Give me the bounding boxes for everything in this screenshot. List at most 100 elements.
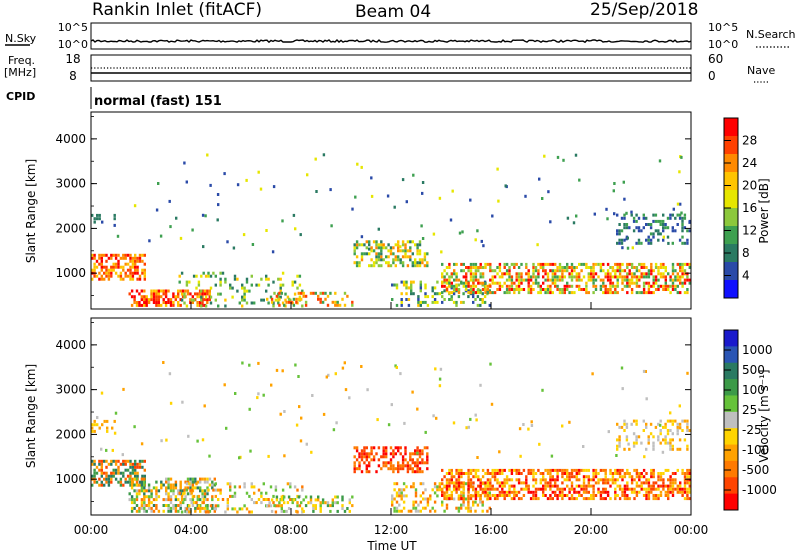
colorbar-tick: 20 bbox=[742, 179, 757, 193]
echo-cell bbox=[412, 292, 415, 296]
echo-cell bbox=[496, 167, 499, 171]
echo-cell bbox=[469, 478, 473, 482]
echo-cell bbox=[257, 170, 260, 174]
echo-cell bbox=[570, 494, 574, 497]
echo-cell bbox=[453, 475, 456, 479]
cpid-value: normal (fast) 151 bbox=[94, 94, 222, 109]
echo-cell bbox=[353, 464, 356, 468]
echo-cell bbox=[188, 510, 191, 514]
echo-cell bbox=[491, 487, 494, 491]
echo-cell bbox=[679, 262, 682, 266]
echo-cell bbox=[196, 301, 199, 304]
echo-cell bbox=[245, 289, 249, 293]
echo-cell bbox=[638, 275, 641, 279]
echo-cell bbox=[626, 472, 629, 475]
echo-cell bbox=[522, 481, 526, 485]
echo-cell bbox=[529, 468, 533, 472]
echo-cell bbox=[382, 258, 385, 262]
echo-cell bbox=[165, 492, 168, 496]
echo-cell bbox=[424, 497, 427, 501]
echo-cell bbox=[688, 478, 691, 482]
echo-cell bbox=[441, 468, 444, 472]
echo-cell bbox=[618, 232, 621, 236]
echo-cell bbox=[189, 498, 192, 502]
echo-cell bbox=[199, 509, 202, 513]
echo-cell bbox=[652, 475, 655, 479]
echo-cell bbox=[248, 407, 251, 411]
echo-cell bbox=[351, 495, 354, 499]
echo-cell bbox=[438, 384, 442, 388]
xtick-label: 16:00 bbox=[474, 523, 509, 537]
echo-cell bbox=[618, 269, 622, 273]
echo-cell bbox=[338, 303, 342, 307]
nsky-trace bbox=[90, 39, 692, 44]
echo-cell bbox=[111, 448, 114, 452]
echo-cell bbox=[612, 189, 615, 193]
echo-cell bbox=[623, 223, 626, 226]
echo-cell bbox=[562, 158, 565, 162]
echo-cell bbox=[448, 494, 451, 497]
echo-cell bbox=[539, 288, 542, 291]
echo-cell bbox=[606, 288, 610, 291]
echo-cell bbox=[277, 295, 280, 299]
echo-cell bbox=[594, 272, 598, 276]
echo-cell bbox=[95, 471, 99, 475]
echo-cell bbox=[647, 487, 651, 491]
colorbar-swatch bbox=[724, 118, 738, 137]
power-ylabel: Slant Range [km] bbox=[24, 159, 38, 263]
echo-cell bbox=[181, 289, 185, 293]
echo-cell bbox=[98, 477, 101, 481]
echo-cell bbox=[138, 274, 142, 278]
echo-cell bbox=[657, 487, 660, 491]
echo-cell bbox=[206, 301, 209, 304]
nave-label: Nave bbox=[747, 64, 775, 77]
echo-cell bbox=[652, 472, 655, 475]
echo-cell bbox=[597, 478, 600, 482]
echo-cell bbox=[489, 262, 492, 266]
echo-cell bbox=[295, 423, 299, 427]
echo-cell bbox=[628, 281, 631, 285]
echo-cell bbox=[395, 494, 399, 498]
ytick-label: 3000 bbox=[55, 383, 86, 397]
echo-cell bbox=[477, 278, 480, 282]
echo-cell bbox=[626, 494, 629, 497]
echo-cell bbox=[591, 372, 594, 376]
echo-cell bbox=[479, 478, 482, 482]
echo-cell bbox=[462, 494, 465, 498]
echo-cell bbox=[208, 483, 212, 487]
echo-cell bbox=[659, 284, 663, 288]
echo-cell bbox=[544, 262, 547, 266]
echo-cell bbox=[185, 180, 188, 184]
echo-cell bbox=[401, 261, 405, 265]
echo-cell bbox=[385, 246, 388, 250]
echo-cell bbox=[532, 275, 535, 279]
echo-cell bbox=[279, 283, 282, 287]
echo-cell bbox=[534, 472, 538, 475]
echo-cell bbox=[662, 481, 665, 485]
echo-cell bbox=[469, 417, 472, 421]
echo-cell bbox=[274, 298, 278, 302]
echo-cell bbox=[377, 458, 381, 462]
xtick-label: 20:00 bbox=[574, 523, 609, 537]
echo-cell bbox=[206, 477, 209, 481]
echo-cell bbox=[416, 458, 419, 462]
echo-cell bbox=[206, 504, 209, 507]
echo-cell bbox=[336, 303, 339, 307]
echo-cell bbox=[558, 490, 562, 494]
echo-cell bbox=[662, 219, 665, 223]
echo-cell bbox=[387, 255, 390, 259]
echo-cell bbox=[688, 481, 691, 485]
echo-cell bbox=[570, 291, 574, 295]
echo-cell bbox=[544, 487, 547, 491]
echo-cell bbox=[613, 212, 616, 216]
echo-cell bbox=[455, 303, 458, 307]
echo-cell bbox=[395, 482, 399, 486]
echo-cell bbox=[498, 490, 502, 494]
echo-cell bbox=[606, 272, 610, 276]
colorbar-tick: 4 bbox=[742, 269, 750, 283]
echo-cell bbox=[141, 474, 144, 478]
echo-cell bbox=[450, 272, 453, 276]
echo-cell bbox=[681, 472, 684, 475]
echo-cell bbox=[397, 258, 400, 262]
